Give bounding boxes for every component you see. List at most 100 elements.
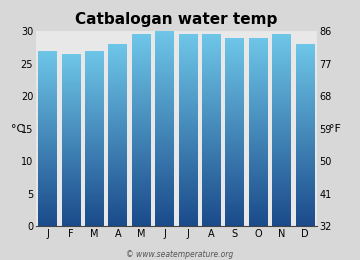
Bar xyxy=(296,102,315,103)
Bar xyxy=(272,217,291,218)
Bar xyxy=(296,94,315,95)
Bar xyxy=(108,220,127,222)
Bar xyxy=(132,160,151,161)
Bar xyxy=(108,62,127,63)
Bar xyxy=(179,121,198,122)
Bar xyxy=(249,176,268,177)
Bar xyxy=(108,212,127,213)
Bar xyxy=(296,175,315,176)
Bar xyxy=(225,209,244,210)
Bar xyxy=(132,94,151,95)
Bar xyxy=(179,37,198,38)
Bar xyxy=(272,97,291,98)
Bar xyxy=(132,155,151,156)
Bar xyxy=(62,201,81,202)
Bar xyxy=(272,115,291,116)
Bar xyxy=(249,129,268,130)
Bar xyxy=(296,116,315,117)
Bar xyxy=(62,208,81,209)
Bar xyxy=(132,89,151,90)
Bar xyxy=(249,44,268,45)
Bar xyxy=(155,152,174,153)
Bar xyxy=(202,103,221,105)
Bar xyxy=(155,111,174,112)
Bar xyxy=(155,163,174,164)
Bar xyxy=(132,118,151,119)
Bar xyxy=(38,221,57,222)
Bar xyxy=(155,157,174,158)
Bar xyxy=(272,126,291,127)
Bar xyxy=(62,104,81,105)
Bar xyxy=(108,173,127,174)
Bar xyxy=(155,210,174,211)
Bar xyxy=(85,145,104,146)
Bar xyxy=(85,187,104,188)
Bar xyxy=(225,120,244,121)
Bar xyxy=(62,151,81,152)
Bar xyxy=(179,165,198,166)
Bar xyxy=(38,81,57,82)
Bar xyxy=(225,141,244,142)
Bar xyxy=(62,152,81,153)
Bar xyxy=(296,209,315,210)
Bar xyxy=(202,110,221,111)
Bar xyxy=(272,84,291,85)
Bar xyxy=(272,70,291,71)
Bar xyxy=(179,54,198,55)
Bar xyxy=(132,61,151,62)
Bar xyxy=(296,86,315,87)
Bar xyxy=(179,128,198,129)
Bar xyxy=(155,143,174,144)
Bar xyxy=(85,195,104,196)
Bar xyxy=(202,209,221,210)
Bar xyxy=(155,84,174,85)
Bar xyxy=(249,194,268,195)
Bar xyxy=(225,64,244,65)
Bar xyxy=(296,166,315,167)
Bar xyxy=(132,102,151,103)
Bar xyxy=(202,40,221,41)
Bar xyxy=(85,53,104,54)
Bar xyxy=(179,222,198,223)
Bar xyxy=(108,93,127,94)
Bar xyxy=(202,96,221,97)
Bar xyxy=(62,148,81,149)
Bar xyxy=(272,80,291,81)
Bar xyxy=(85,222,104,223)
Bar xyxy=(225,183,244,184)
Bar xyxy=(249,136,268,137)
Bar xyxy=(272,148,291,149)
Bar xyxy=(108,202,127,203)
Bar xyxy=(62,115,81,116)
Bar xyxy=(179,60,198,61)
Bar xyxy=(85,106,104,107)
Bar xyxy=(62,88,81,89)
Bar xyxy=(85,187,104,188)
Bar xyxy=(179,181,198,182)
Bar xyxy=(225,87,244,88)
Bar xyxy=(225,194,244,195)
Bar xyxy=(38,96,57,97)
Bar xyxy=(85,216,104,217)
Bar xyxy=(296,183,315,184)
Bar xyxy=(62,123,81,124)
Bar xyxy=(225,55,244,56)
Bar xyxy=(108,170,127,171)
Bar xyxy=(202,134,221,135)
Bar xyxy=(38,111,57,112)
Bar xyxy=(272,135,291,136)
Bar xyxy=(272,138,291,139)
Bar xyxy=(62,162,81,163)
Bar xyxy=(108,184,127,185)
Bar xyxy=(249,106,268,107)
Bar xyxy=(249,55,268,56)
Bar xyxy=(85,110,104,111)
Bar xyxy=(202,132,221,133)
Bar xyxy=(62,174,81,176)
Bar xyxy=(296,194,315,195)
Bar xyxy=(225,138,244,139)
Bar xyxy=(108,206,127,207)
Bar xyxy=(179,83,198,84)
Bar xyxy=(155,116,174,117)
Bar xyxy=(108,124,127,125)
